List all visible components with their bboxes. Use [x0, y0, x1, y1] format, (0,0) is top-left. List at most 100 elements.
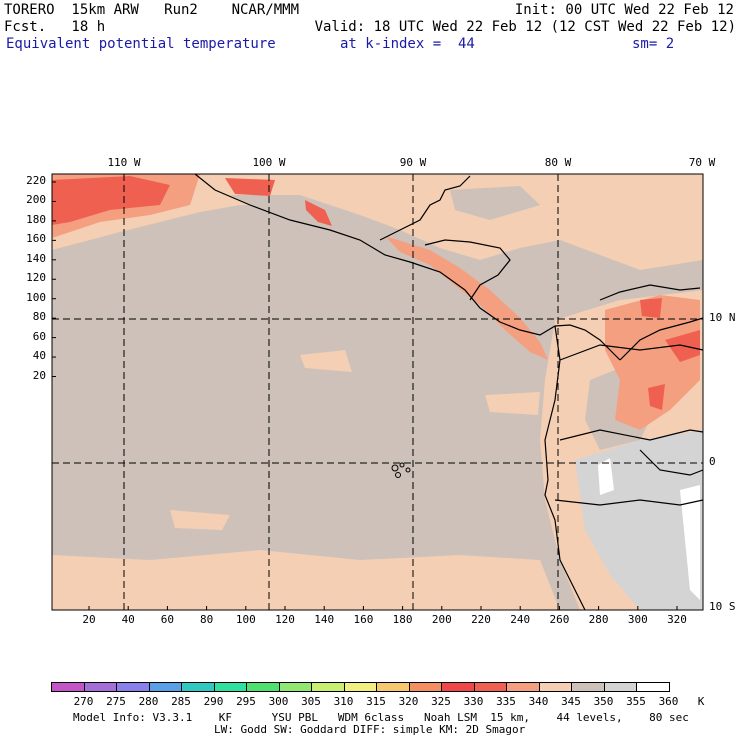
red-region-top-mid: [225, 178, 275, 196]
colorbar-swatch: [311, 682, 345, 692]
grid-x-label: 40: [121, 613, 135, 626]
lat-lon-grid: [52, 174, 703, 610]
coastlines: [194, 173, 704, 611]
grid-y-label: 80: [32, 310, 46, 324]
peach-region-pacific-2: [485, 392, 540, 415]
peach-region-pacific-1: [300, 350, 352, 372]
galapagos-islands: [391, 462, 411, 478]
colorbar-label: 275: [106, 695, 126, 708]
grid-x-label: 220: [471, 613, 491, 626]
grid-x-label: 80: [199, 613, 214, 626]
red-region-topleft-core: [52, 176, 170, 225]
grid-y-label: 40: [32, 349, 46, 363]
grid-x-label: 300: [627, 613, 648, 626]
colorbar-label: 285: [171, 695, 191, 708]
colorbar-swatch: [636, 682, 670, 692]
red-region-colombia: [605, 295, 700, 430]
colorbar-swatch: [473, 682, 507, 692]
map-frame: [51, 173, 704, 611]
longitude-label: 90 W: [399, 156, 427, 169]
red-region-colombia-core-3: [648, 384, 665, 410]
peach-region-north: [52, 174, 703, 270]
valid-time: Valid: 18 UTC Wed 22 Feb 12 (12 CST Wed …: [314, 19, 736, 35]
red-region-colombia-core-2: [640, 298, 662, 318]
colorbar-swatch: [116, 682, 150, 692]
colorbar-label: 270: [73, 695, 94, 708]
peach-region-south: [52, 550, 560, 610]
colorbar-swatch: [506, 682, 540, 692]
colorbar-swatch: [181, 682, 215, 692]
colorbar-label: 320: [398, 695, 419, 708]
latitude-label: 10 S: [709, 600, 736, 613]
colorbar-swatch: [538, 682, 572, 692]
peach-region-pacific-3: [170, 510, 230, 530]
colorbar-swatch: [343, 682, 377, 692]
colorbar-label: 350: [593, 695, 614, 708]
grid-x-label: 160: [353, 613, 374, 626]
colorbar-swatch: [571, 682, 605, 692]
orange-region-central-america: [385, 236, 548, 360]
grid-y-label: 20: [32, 368, 46, 382]
colorbar-label: 345: [561, 695, 581, 708]
colorbar-swatch: [246, 682, 280, 692]
colorbar-label: 315: [366, 695, 386, 708]
longitude-label: 70 W: [688, 156, 716, 169]
colorbar-swatch: [51, 682, 85, 692]
longitude-label: 80 W: [544, 156, 572, 169]
colorbar-label: 305: [301, 695, 321, 708]
white-region-amazon: [598, 458, 614, 495]
grid-y-label: 120: [26, 271, 46, 285]
grid-x-label: 180: [392, 613, 413, 626]
colorbar-swatch: [408, 682, 442, 692]
longitude-label: 110 W: [107, 156, 141, 169]
colorbar-label: K: [697, 695, 705, 708]
grid-x-label: 100: [235, 613, 256, 626]
red-region-mexico: [305, 200, 332, 226]
grid-x-label: 240: [510, 613, 531, 626]
grid-y-label: 200: [26, 193, 46, 207]
k-index-label: at k-index = 44: [340, 36, 475, 52]
grid-y-label: 220: [26, 174, 46, 187]
colorbar-label: 280: [138, 695, 159, 708]
colorbar-label: 325: [431, 695, 451, 708]
smoothing-label: sm= 2: [632, 36, 675, 52]
longitude-label: 100 W: [252, 156, 286, 169]
grid-x-label: 200: [431, 613, 452, 626]
field-name: Equivalent potential temperature: [6, 36, 276, 52]
init-time: Init: 00 UTC Wed 22 Feb 12: [514, 2, 734, 18]
grid-y-label: 140: [26, 251, 46, 265]
colorbar-swatch: [213, 682, 247, 692]
grid-x-label: 140: [314, 613, 335, 626]
grid-x-label: 20: [82, 613, 96, 626]
model-info: Model Info: V3.3.1 KF YSU PBL WDM 6class…: [73, 711, 689, 724]
grid-x-label: 60: [160, 613, 175, 626]
colorbar-label: 290: [203, 695, 224, 708]
colorbar-label: 330: [463, 695, 484, 708]
colorbar-label: 360: [658, 695, 679, 708]
colorbar-label: 300: [268, 695, 289, 708]
colorbar-label: 340: [528, 695, 549, 708]
model-run-title: TORERO 15km ARW Run2 NCAR/MMM: [4, 2, 300, 18]
grid-x-label: 120: [275, 613, 295, 626]
colorbar-label: 295: [236, 695, 256, 708]
colorbar-swatch: [278, 682, 312, 692]
colorbar-swatch: [83, 682, 117, 692]
physics-info: LW: Godd SW: Goddard DIFF: simple KM: 2D…: [214, 723, 526, 736]
colorbar-label: 355: [626, 695, 646, 708]
colorbar-label: 310: [333, 695, 354, 708]
latitude-label: 0: [709, 455, 716, 468]
colorbar-swatch: [441, 682, 475, 692]
gray-region-north-2: [450, 186, 540, 220]
grid-x-label: 320: [667, 613, 687, 626]
grid-y-label: 60: [32, 329, 46, 343]
grid-y-label: 100: [26, 290, 46, 304]
grid-y-label: 180: [26, 212, 46, 226]
white-region-amazon-2: [680, 485, 700, 600]
grid-x-label: 280: [588, 613, 609, 626]
colorbar-swatch: [603, 682, 637, 692]
colorbar-label: 335: [496, 695, 516, 708]
latitude-label: 10 N: [709, 311, 736, 324]
colorbar-swatch: [148, 682, 182, 692]
grid-y-label: 160: [26, 232, 46, 246]
